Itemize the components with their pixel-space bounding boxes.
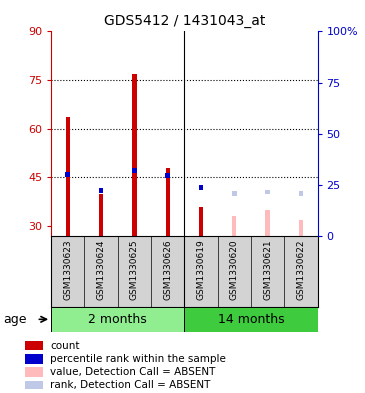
Bar: [299, 191, 303, 196]
Bar: [25, 367, 43, 377]
Text: GSM1330619: GSM1330619: [196, 239, 205, 300]
Bar: [199, 185, 203, 189]
Bar: [25, 354, 43, 364]
Text: GSM1330624: GSM1330624: [97, 239, 105, 300]
Text: percentile rank within the sample: percentile rank within the sample: [50, 354, 226, 364]
Bar: [165, 173, 170, 178]
Text: 14 months: 14 months: [218, 313, 284, 326]
Text: GSM1330622: GSM1330622: [296, 239, 306, 300]
Text: GSM1330623: GSM1330623: [63, 239, 72, 300]
Text: GSM1330620: GSM1330620: [230, 239, 239, 300]
Text: GSM1330626: GSM1330626: [163, 239, 172, 300]
Text: count: count: [50, 341, 80, 351]
Bar: [99, 194, 103, 236]
Bar: [99, 188, 103, 193]
Bar: [299, 220, 303, 236]
Bar: [66, 118, 70, 236]
Title: GDS5412 / 1431043_at: GDS5412 / 1431043_at: [104, 14, 265, 28]
Bar: [132, 73, 137, 236]
Bar: [25, 380, 43, 390]
Bar: [165, 168, 170, 236]
Text: age: age: [4, 313, 27, 326]
Text: rank, Detection Call = ABSENT: rank, Detection Call = ABSENT: [50, 380, 211, 390]
Bar: [232, 191, 237, 196]
Bar: [199, 207, 203, 236]
Bar: [25, 341, 43, 350]
Bar: [132, 169, 137, 173]
FancyBboxPatch shape: [51, 307, 184, 332]
Bar: [265, 210, 270, 236]
Bar: [65, 172, 70, 176]
Text: GSM1330625: GSM1330625: [130, 239, 139, 300]
Bar: [265, 189, 270, 195]
Text: GSM1330621: GSM1330621: [263, 239, 272, 300]
Text: 2 months: 2 months: [88, 313, 147, 326]
Bar: [232, 216, 237, 236]
FancyBboxPatch shape: [184, 307, 318, 332]
Text: value, Detection Call = ABSENT: value, Detection Call = ABSENT: [50, 367, 215, 377]
